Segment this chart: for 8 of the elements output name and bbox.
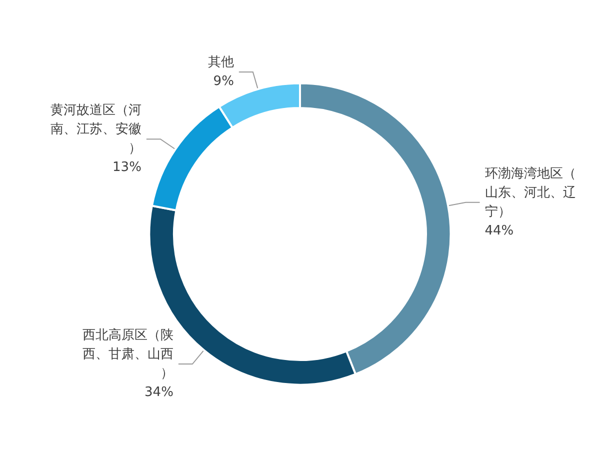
data-label: 13% bbox=[112, 160, 142, 176]
slice-label: 其他 bbox=[208, 54, 234, 70]
slice-label: 环渤海湾地区（山东、河北、辽宁） bbox=[484, 165, 576, 220]
slice-label: 西北高原区（陕西、甘肃、山西） bbox=[82, 327, 174, 382]
data-label: 34% bbox=[144, 385, 174, 400]
slice-label: 黄河故道区（河南、江苏、安徽） bbox=[50, 103, 142, 156]
data-label: 44% bbox=[484, 223, 514, 238]
data-label: 9% bbox=[213, 74, 234, 89]
